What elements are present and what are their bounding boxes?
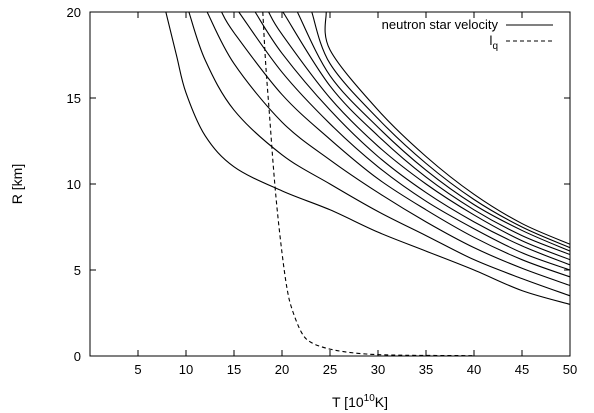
y-tick-label: 20 — [67, 5, 81, 20]
series-line-velocity-2 — [188, 12, 570, 297]
x-tick-label: 30 — [371, 362, 385, 377]
series-line-velocity-3 — [206, 12, 570, 286]
x-tick-label: 50 — [563, 362, 577, 377]
x-tick-label: 45 — [515, 362, 529, 377]
plot-area — [165, 12, 570, 356]
series-line-velocity-8 — [282, 12, 570, 256]
series-line-velocity-6 — [254, 12, 570, 266]
y-tick-label: 10 — [67, 177, 81, 192]
series-line-velocity-9 — [296, 12, 570, 252]
series-line-lq — [262, 12, 475, 356]
x-tick-label: 35 — [419, 362, 433, 377]
x-tick-label: 10 — [179, 362, 193, 377]
x-tick-label: 40 — [467, 362, 481, 377]
series-line-velocity-4 — [221, 12, 570, 278]
legend-label-velocity: neutron star velocity — [382, 17, 499, 32]
series-line-velocity-11 — [324, 12, 570, 245]
x-tick-label: 25 — [323, 362, 337, 377]
x-axis-label: T [1010K] — [332, 393, 388, 410]
x-tick-label: 5 — [134, 362, 141, 377]
series-line-velocity-7 — [268, 12, 570, 261]
series-line-velocity-5 — [238, 12, 570, 271]
series-line-velocity-10 — [311, 12, 570, 249]
y-tick-label: 5 — [74, 263, 81, 278]
legend: neutron star velocity lq — [382, 17, 553, 52]
y-tick-label: 15 — [67, 91, 81, 106]
x-tick-label: 15 — [227, 362, 241, 377]
legend-label-lq: lq — [490, 33, 498, 52]
x-tick-label: 20 — [275, 362, 289, 377]
series-line-velocity-1 — [165, 12, 570, 305]
y-tick-label: 0 — [74, 349, 81, 364]
axis-ticks: 5 10 15 20 25 30 35 40 45 50 0 5 10 15 20 — [67, 5, 578, 377]
y-axis-label: R [km] — [9, 164, 25, 204]
